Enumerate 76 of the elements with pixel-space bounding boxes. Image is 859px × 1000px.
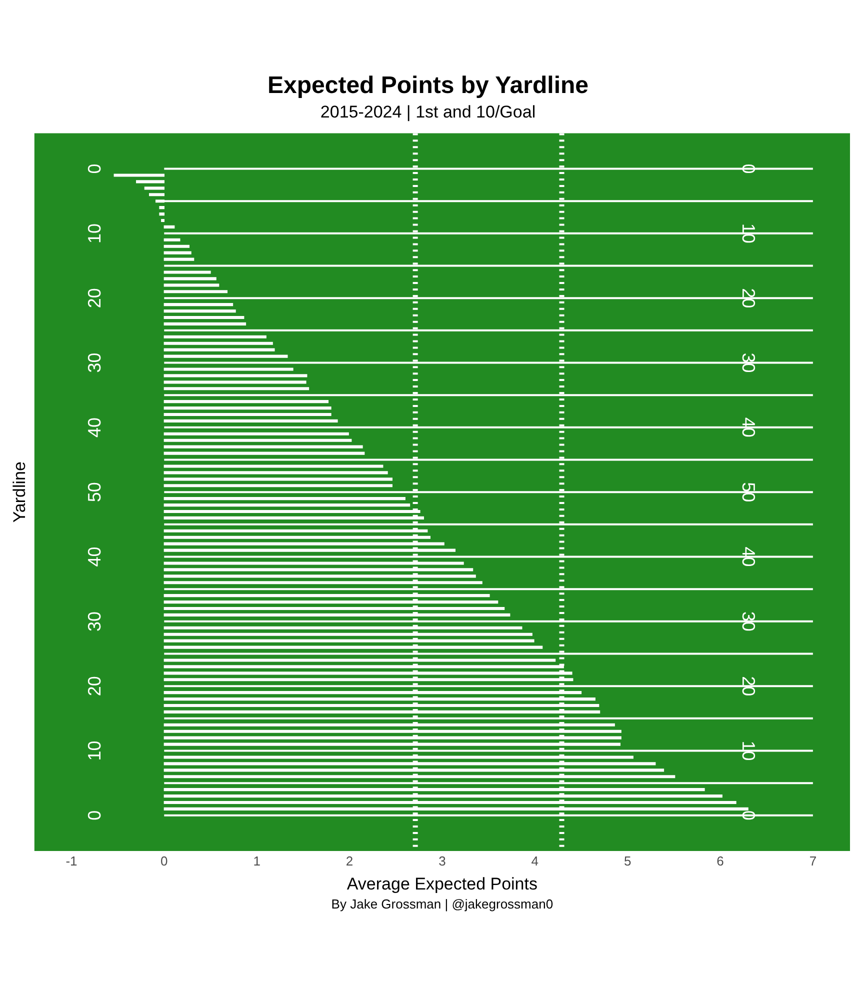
bar <box>164 277 216 280</box>
bar <box>164 368 294 371</box>
bar <box>164 316 244 320</box>
bar <box>164 419 338 422</box>
bar <box>148 193 164 196</box>
bar <box>164 322 246 326</box>
bar <box>164 400 329 404</box>
annotation: 20 <box>738 288 758 308</box>
text: 40 <box>738 546 758 567</box>
bar <box>164 303 234 306</box>
x-tick-label: 6 <box>716 853 724 868</box>
x-tick-label: 5 <box>624 853 632 868</box>
annotation: 10 <box>84 223 105 244</box>
x-tick-label: 7 <box>809 853 817 868</box>
chart-title: Expected Points by Yardline <box>268 72 588 100</box>
y-axis-title: Yardline <box>10 462 29 523</box>
annotation: 30 <box>84 352 105 373</box>
bar <box>164 478 392 481</box>
x-tick-label: 4 <box>531 853 538 868</box>
bar <box>164 452 365 455</box>
x-tick-label: 0 <box>160 853 168 868</box>
bar <box>161 218 164 222</box>
bar <box>164 471 388 474</box>
text: 10 <box>84 740 105 761</box>
text: 0 <box>84 810 105 820</box>
text: By Jake Grossman | @jakegrossman0 <box>331 896 554 912</box>
bar <box>164 438 352 442</box>
x-axis-title: Average Expected Points <box>346 874 538 894</box>
text: 40 <box>84 546 105 567</box>
bar <box>164 342 273 345</box>
bar <box>164 464 384 468</box>
bar <box>164 484 392 488</box>
bar <box>164 504 410 507</box>
bar <box>164 412 332 416</box>
text: 20 <box>84 676 105 696</box>
chart-subtitle: 2015-2024 | 1st and 10/Goal <box>320 102 536 122</box>
bar <box>164 406 332 410</box>
text: 30 <box>738 611 758 632</box>
bar <box>164 290 228 294</box>
annotation: 0 <box>84 164 105 174</box>
annotation: 40 <box>738 417 758 438</box>
annotation: 30 <box>738 352 758 373</box>
x-tick-label: -1 <box>66 853 78 868</box>
bar <box>164 225 175 228</box>
bar <box>144 186 164 190</box>
bar <box>164 251 192 254</box>
x-tick-label: 2 <box>346 853 354 868</box>
bar <box>164 238 180 242</box>
bar <box>114 174 164 177</box>
bar <box>164 310 236 313</box>
text: 30 <box>84 611 105 632</box>
bar <box>164 387 310 390</box>
annotation: 10 <box>738 223 758 244</box>
bar <box>164 380 306 384</box>
text: 50 <box>738 482 758 502</box>
annotation: 40 <box>84 417 105 438</box>
bar <box>164 354 288 358</box>
text: 20 <box>738 676 758 696</box>
x-tick-label: 1 <box>253 853 260 868</box>
bar <box>164 258 194 261</box>
bar <box>164 445 363 448</box>
text: 10 <box>738 740 758 761</box>
bar <box>164 270 211 274</box>
bar <box>164 244 190 248</box>
bar <box>164 335 266 338</box>
bar <box>136 180 164 184</box>
x-tick-label: 3 <box>438 853 446 868</box>
annotation: 50 <box>84 482 105 502</box>
bar <box>164 432 349 436</box>
bar <box>164 284 220 287</box>
bar <box>159 212 164 216</box>
annotation: 20 <box>84 288 105 308</box>
bar <box>164 374 308 378</box>
bar <box>159 206 164 210</box>
bar <box>164 348 275 352</box>
bar <box>164 497 406 500</box>
